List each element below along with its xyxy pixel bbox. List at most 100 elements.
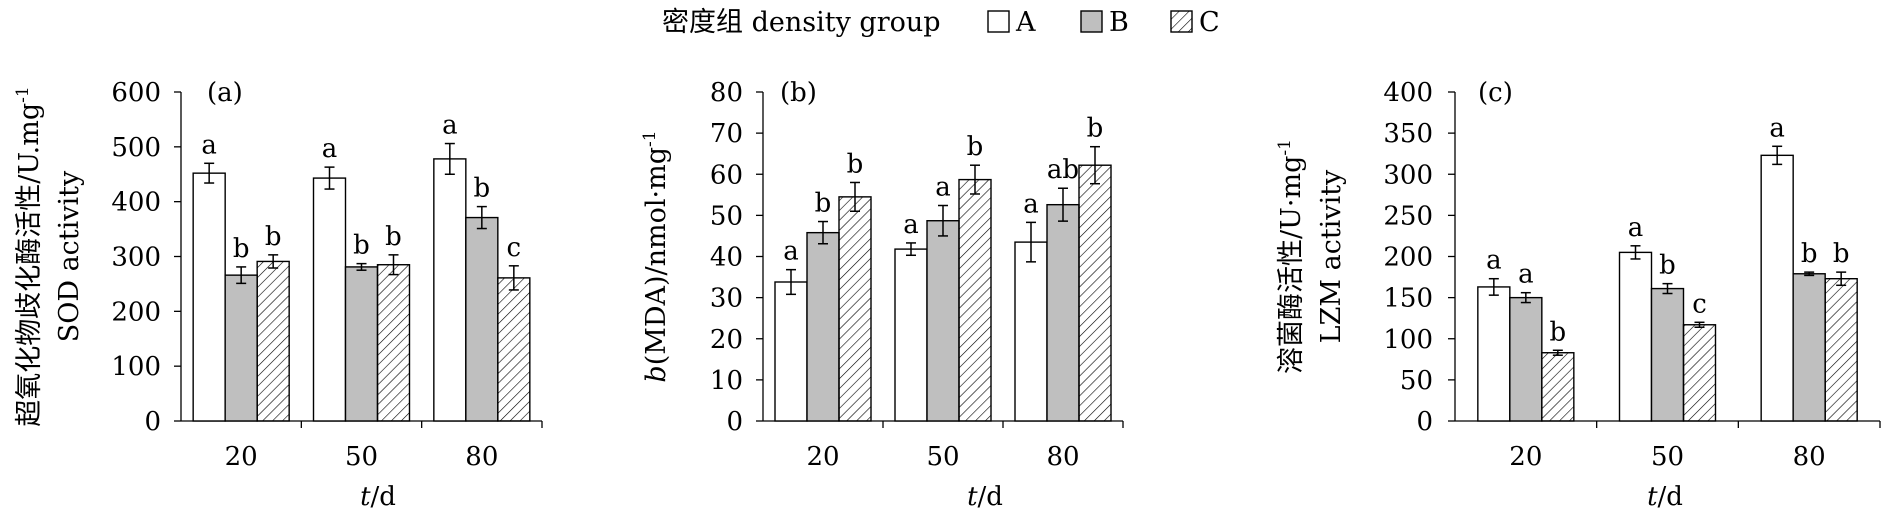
y-axis-label: 超氧化物歧化酶活性/U.mg-1: [13, 86, 45, 426]
x-axis-label-italic: t: [967, 482, 978, 512]
y-axis-label: 溶菌酶活性/U·mg-1: [1275, 139, 1307, 374]
x-tick-label: 20: [1509, 442, 1542, 472]
x-axis-label-rest: /d: [1658, 482, 1683, 512]
panel-label: (c): [1478, 78, 1513, 108]
x-tick-label: 50: [1651, 442, 1684, 472]
x-axis-label: t/d: [360, 482, 396, 512]
x-axis-label-italic: t: [1647, 482, 1658, 512]
y-axis-label-en: LZM activity: [1316, 169, 1347, 343]
x-tick-label: 80: [1046, 442, 1079, 472]
y-axis-label: b(MDA)/nmol·mg-1: [640, 130, 672, 382]
significance-letter: a: [201, 130, 217, 160]
significance-letter: a: [935, 173, 951, 203]
significance-letter: b: [1833, 239, 1850, 269]
bar-A-80: [1760, 154, 1794, 422]
y-tick-label: 50: [710, 201, 743, 231]
bar-B-50: [926, 220, 960, 422]
x-axis-label-rest: /d: [978, 482, 1003, 512]
significance-letter: b: [815, 189, 832, 219]
y-tick-label: 100: [111, 352, 161, 382]
y-axis-label-sup: -1: [1275, 139, 1295, 156]
y-tick-label: 80: [710, 78, 743, 108]
y-tick-label: 60: [710, 160, 743, 190]
y-tick-label: 10: [710, 366, 743, 396]
bar-B-80: [1792, 273, 1826, 422]
y-axis-label-text: 溶菌酶活性/U·mg: [1276, 156, 1307, 374]
bar-A-80: [433, 158, 467, 422]
y-tick-label: 600: [111, 78, 161, 108]
x-tick-label: 50: [926, 442, 959, 472]
x-tick-label: 80: [1793, 442, 1826, 472]
bar-B-80: [1046, 203, 1080, 422]
bar-A-20: [1477, 286, 1511, 422]
bar-C-80: [497, 277, 531, 422]
y-tick-label: 200: [111, 297, 161, 327]
y-axis-label-sup: -1: [13, 86, 33, 103]
x-axis-label: t/d: [1647, 482, 1683, 512]
bar-C-20: [1541, 352, 1575, 422]
y-tick-label: 300: [1383, 160, 1433, 190]
bar-C-50: [958, 178, 992, 422]
significance-letter: b: [847, 149, 864, 179]
significance-letter: a: [442, 111, 458, 141]
x-tick-label: 50: [345, 442, 378, 472]
y-tick-label: 150: [1383, 284, 1433, 314]
significance-letter: a: [1769, 113, 1785, 143]
legend-swatch-A: [987, 10, 1010, 33]
significance-letter: b: [1659, 251, 1676, 281]
legend-swatch-C: [1170, 10, 1193, 33]
bar-C-80: [1078, 164, 1112, 422]
legend-label-B: B: [1109, 7, 1129, 38]
y-tick-label: 350: [1383, 119, 1433, 149]
legend-label-C: C: [1199, 7, 1220, 38]
significance-letter: b: [353, 231, 370, 261]
significance-letter: c: [507, 233, 522, 263]
significance-letter: b: [967, 132, 984, 162]
y-tick-label: 40: [710, 243, 743, 273]
significance-letter: a: [1023, 189, 1039, 219]
significance-letter: b: [265, 222, 282, 252]
significance-letter: b: [1087, 114, 1104, 144]
significance-letter: a: [1628, 213, 1644, 243]
bar-B-20: [1509, 296, 1543, 422]
y-tick-label: 30: [710, 284, 743, 314]
x-tick-label: 80: [465, 442, 498, 472]
legend-swatch-B: [1080, 10, 1103, 33]
significance-letter: b: [385, 222, 402, 252]
y-tick-label: 0: [726, 407, 743, 437]
bar-B-50: [1650, 287, 1685, 422]
bar-B-50: [344, 266, 379, 422]
panel-label: (a): [207, 78, 243, 108]
significance-letter: a: [322, 134, 338, 164]
y-axis-label-text: 超氧化物歧化酶活性/U.mg: [14, 103, 45, 427]
significance-letter: b: [1801, 239, 1818, 269]
y-tick-label: 300: [111, 243, 161, 273]
y-tick-label: 20: [710, 325, 743, 355]
bar-A-20: [192, 172, 226, 422]
bar-C-50: [376, 264, 411, 422]
significance-letter: a: [1518, 260, 1534, 290]
bar-A-50: [312, 177, 347, 422]
significance-letter: a: [1486, 246, 1502, 276]
significance-letter: a: [903, 210, 919, 240]
y-axis-label-sup: -1: [640, 130, 660, 147]
significance-letter: c: [1692, 289, 1707, 319]
legend: 密度组 density group A B C: [662, 7, 1220, 38]
significance-letter: b: [1550, 317, 1567, 347]
y-tick-label: 0: [1416, 407, 1433, 437]
y-tick-label: 0: [144, 407, 161, 437]
y-tick-label: 50: [1400, 366, 1433, 396]
y-tick-label: 400: [111, 188, 161, 218]
y-axis-label-italic: b: [641, 365, 672, 382]
panel-label: (b): [780, 78, 817, 108]
x-axis-label-rest: /d: [371, 482, 396, 512]
bar-A-50: [1618, 251, 1653, 422]
bar-A-50: [894, 248, 928, 422]
x-tick-label: 20: [806, 442, 839, 472]
bar-C-20: [256, 260, 290, 422]
y-tick-label: 400: [1383, 78, 1433, 108]
